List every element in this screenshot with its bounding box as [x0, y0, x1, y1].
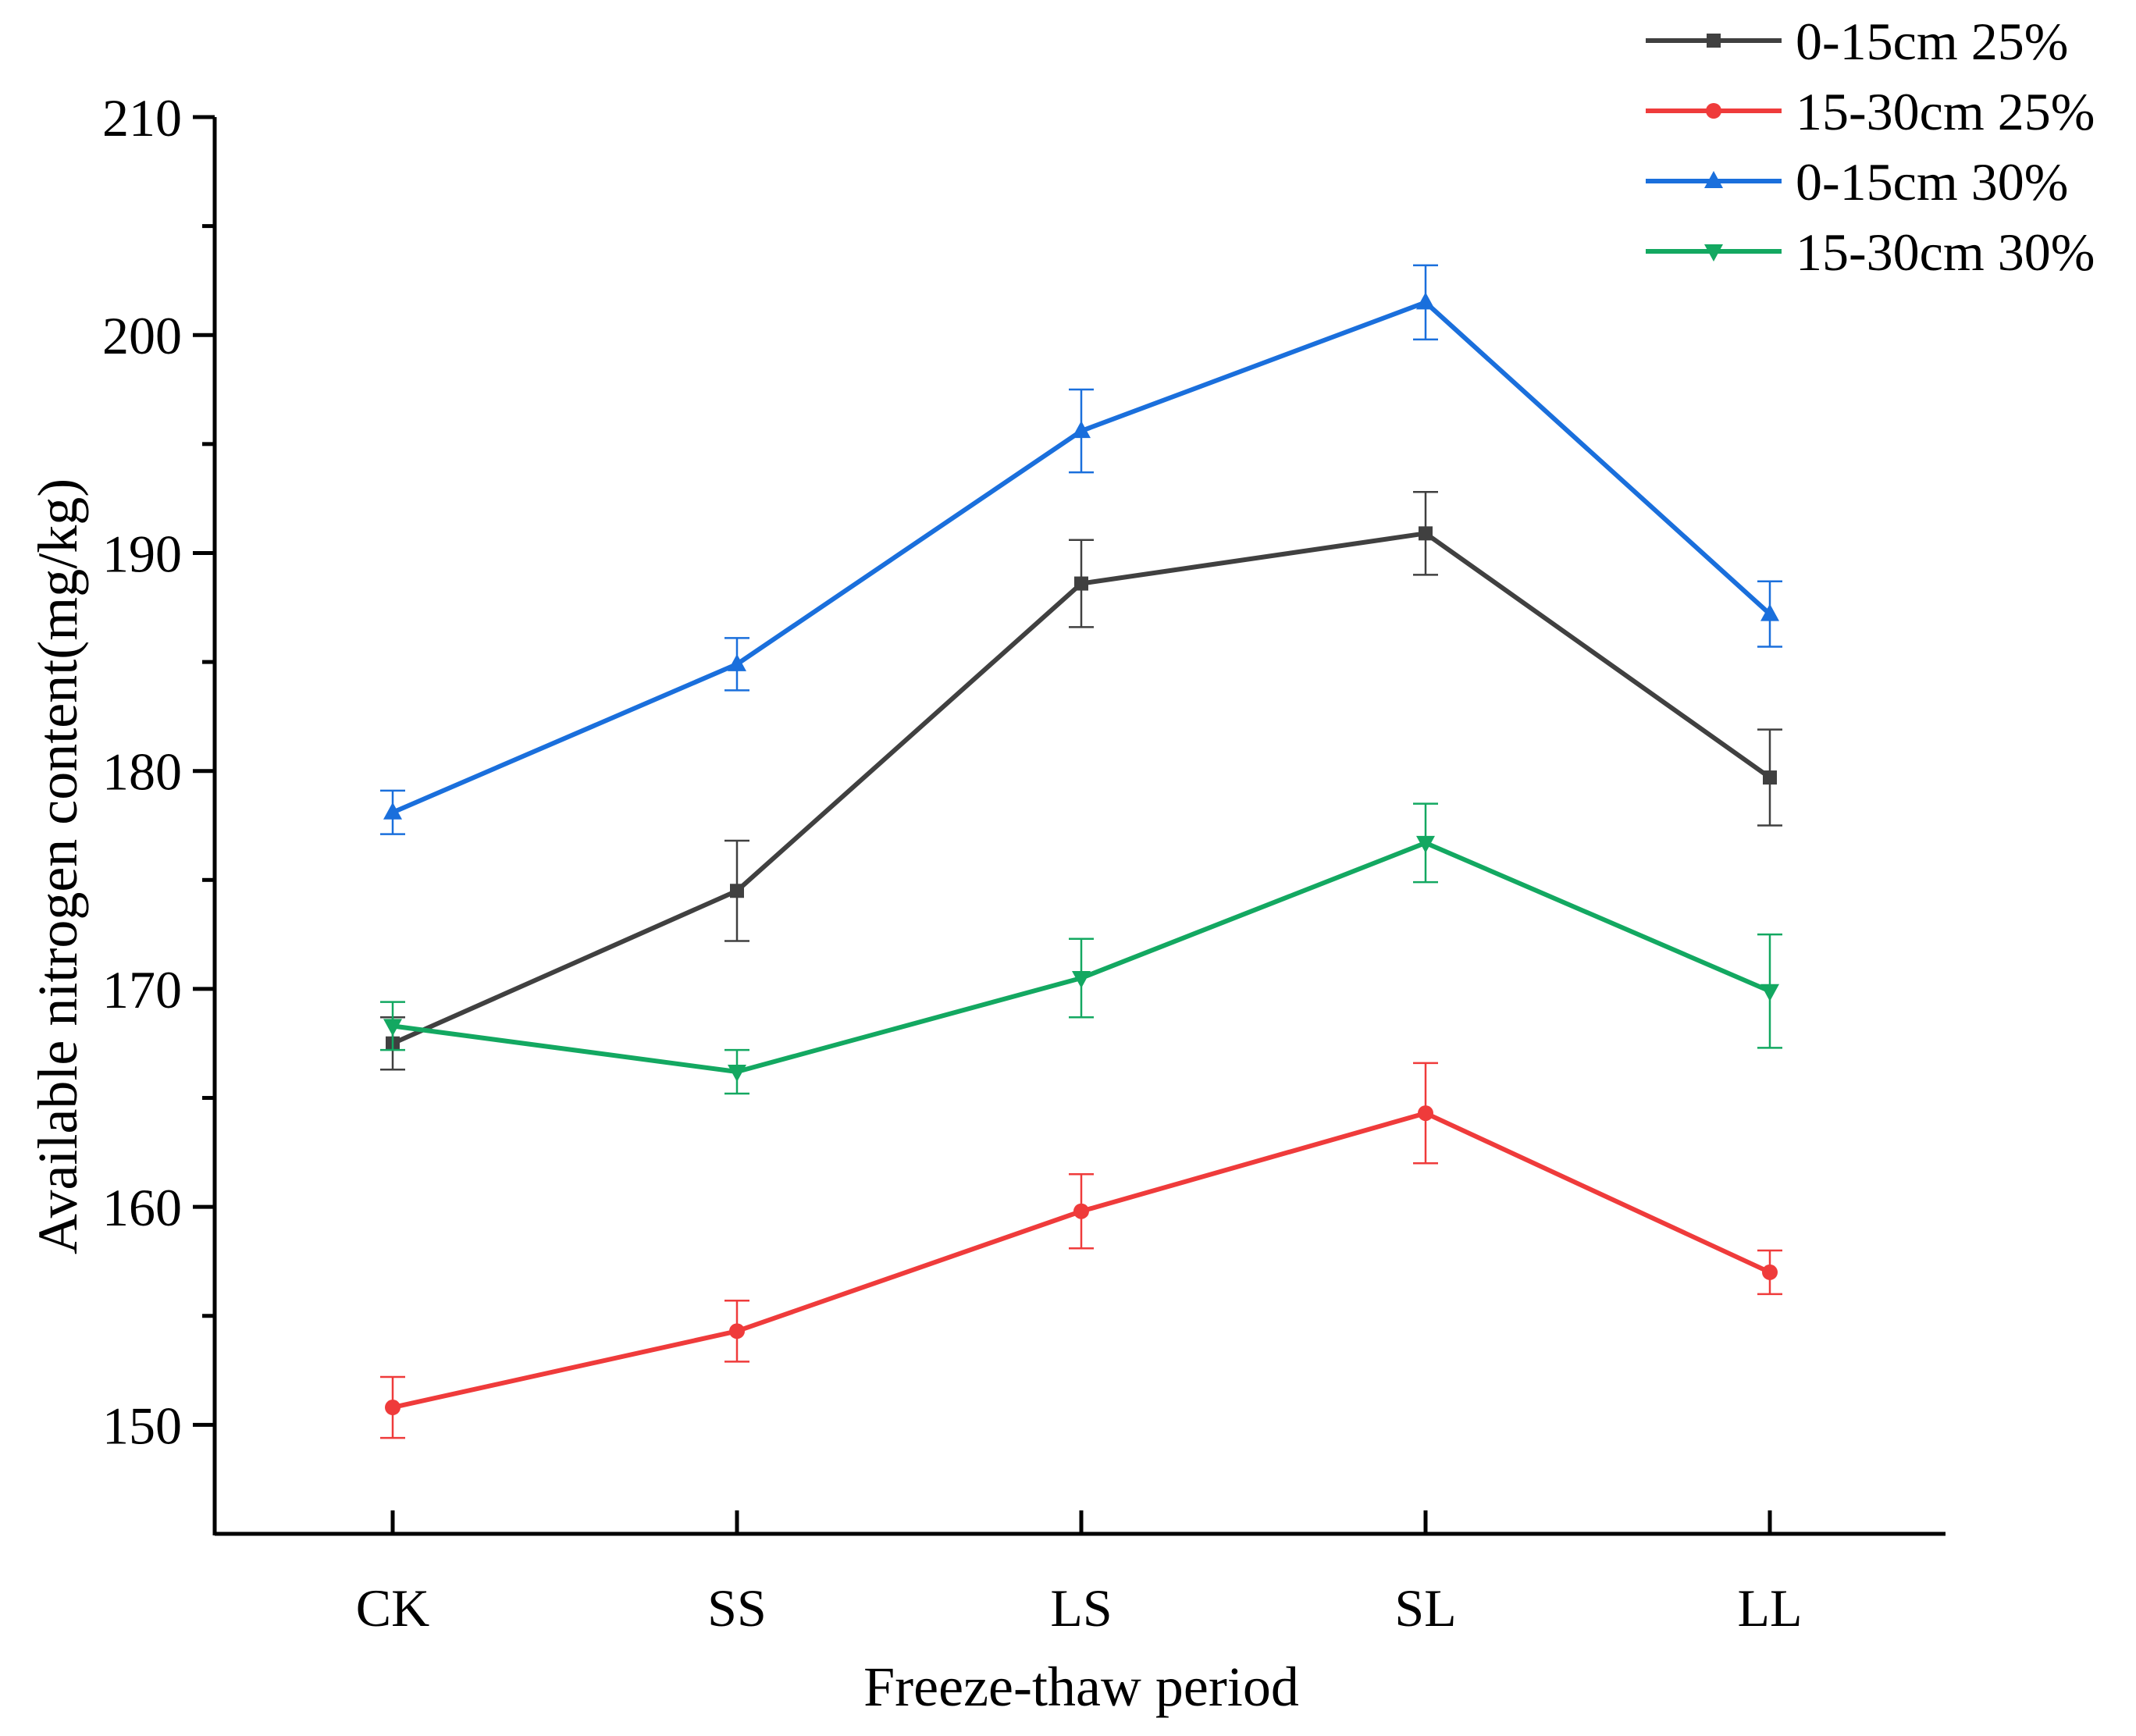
legend-item: 0-15cm 25% — [1646, 12, 2068, 71]
legend-item: 15-30cm 30% — [1646, 222, 2095, 282]
legend-label: 0-15cm 30% — [1796, 152, 2068, 212]
series-line — [392, 1111, 1771, 1410]
x-tick-label: LL — [1737, 1578, 1802, 1638]
y-tick-label: 170 — [102, 960, 182, 1019]
data-point — [728, 653, 746, 671]
x-tick-label: SS — [707, 1578, 767, 1638]
legend-item: 0-15cm 30% — [1646, 152, 2068, 212]
axes: 150 160 170 180 190 200 210 CK SS LS SL LL — [102, 88, 1946, 1638]
data-point — [1073, 1203, 1089, 1219]
y-tick-label: 150 — [102, 1396, 182, 1455]
y-tick-label: 180 — [102, 742, 182, 802]
data-point — [1760, 984, 1779, 1001]
legend-marker — [1704, 171, 1723, 188]
y-tick-label: 200 — [102, 306, 182, 365]
data-point — [1762, 1264, 1778, 1280]
data-point — [1072, 421, 1091, 439]
data-point — [728, 1065, 746, 1083]
legend-marker — [1707, 34, 1721, 48]
data-point — [1416, 292, 1435, 310]
x-tick-label: CK — [356, 1578, 429, 1638]
series-3 — [380, 264, 1782, 835]
legend-marker — [1706, 103, 1721, 119]
data-point — [1072, 970, 1091, 988]
y-tick-label: 190 — [102, 524, 182, 583]
series-2 — [380, 1062, 1782, 1439]
data-point — [730, 884, 744, 898]
data-point — [385, 1400, 400, 1416]
y-tick-label: 210 — [102, 88, 182, 148]
data-point — [729, 1323, 745, 1339]
data-point — [383, 802, 402, 820]
data-point — [1074, 576, 1088, 591]
series-4 — [380, 802, 1782, 1095]
x-axis-title: Freeze-thaw period — [863, 1656, 1299, 1718]
data-point — [383, 1019, 402, 1037]
data-point — [1763, 770, 1777, 785]
legend-label: 15-30cm 25% — [1796, 82, 2095, 141]
legend-marker — [1704, 244, 1723, 261]
series-1 — [380, 491, 1782, 1071]
y-axis-title: Available nitrogen content(mg/kg) — [27, 478, 89, 1254]
y-tick-label: 160 — [102, 1178, 182, 1237]
x-tick-label: SL — [1394, 1578, 1456, 1638]
legend-item: 15-30cm 25% — [1646, 82, 2095, 141]
data-point — [1416, 835, 1435, 853]
legend-label: 0-15cm 25% — [1796, 12, 2068, 71]
legend: 0-15cm 25% 15-30cm 25% 0-15cm 30% 15-30cm 3… — [1646, 12, 2095, 282]
data-point — [1418, 1105, 1433, 1122]
series-layer — [380, 264, 1782, 1439]
data-point — [1419, 526, 1433, 541]
x-tick-label: LS — [1050, 1578, 1112, 1638]
legend-label: 15-30cm 30% — [1796, 222, 2095, 282]
data-point — [1760, 603, 1779, 621]
